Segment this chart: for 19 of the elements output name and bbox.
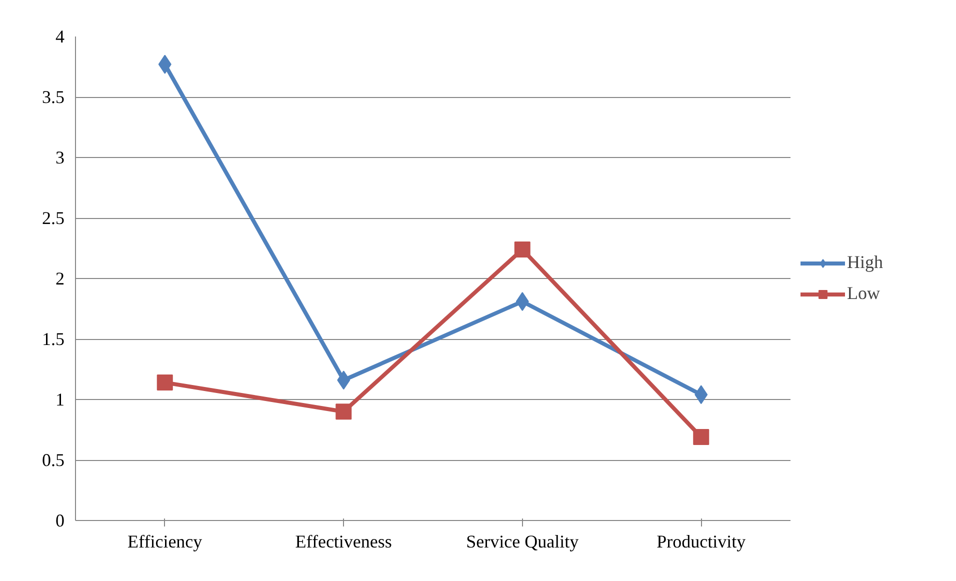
y-tick-label: 0 [56,510,64,530]
point [514,241,530,258]
point [336,404,352,420]
point [156,374,173,391]
y-tick-label: 2 [56,268,64,288]
x-tick-label: Productivity [656,532,746,552]
y-tick-label: 4 [56,26,64,46]
y-tick-label: 1.5 [42,329,64,349]
y-tick-label: 3.5 [42,87,64,107]
y-tick-label: 2.5 [42,208,64,228]
x-tick-label: Efficiency [128,532,202,552]
y-tick-label: 1 [56,390,64,410]
legend-label: High [847,252,883,273]
x-tick-label: Effectiveness [295,532,392,552]
y-tick-label: 0.5 [42,450,64,470]
y-tick-label: 3 [56,148,64,168]
x-tick-label: Service Quality [466,532,579,552]
point [693,429,710,446]
legend-label: Low [847,283,880,304]
